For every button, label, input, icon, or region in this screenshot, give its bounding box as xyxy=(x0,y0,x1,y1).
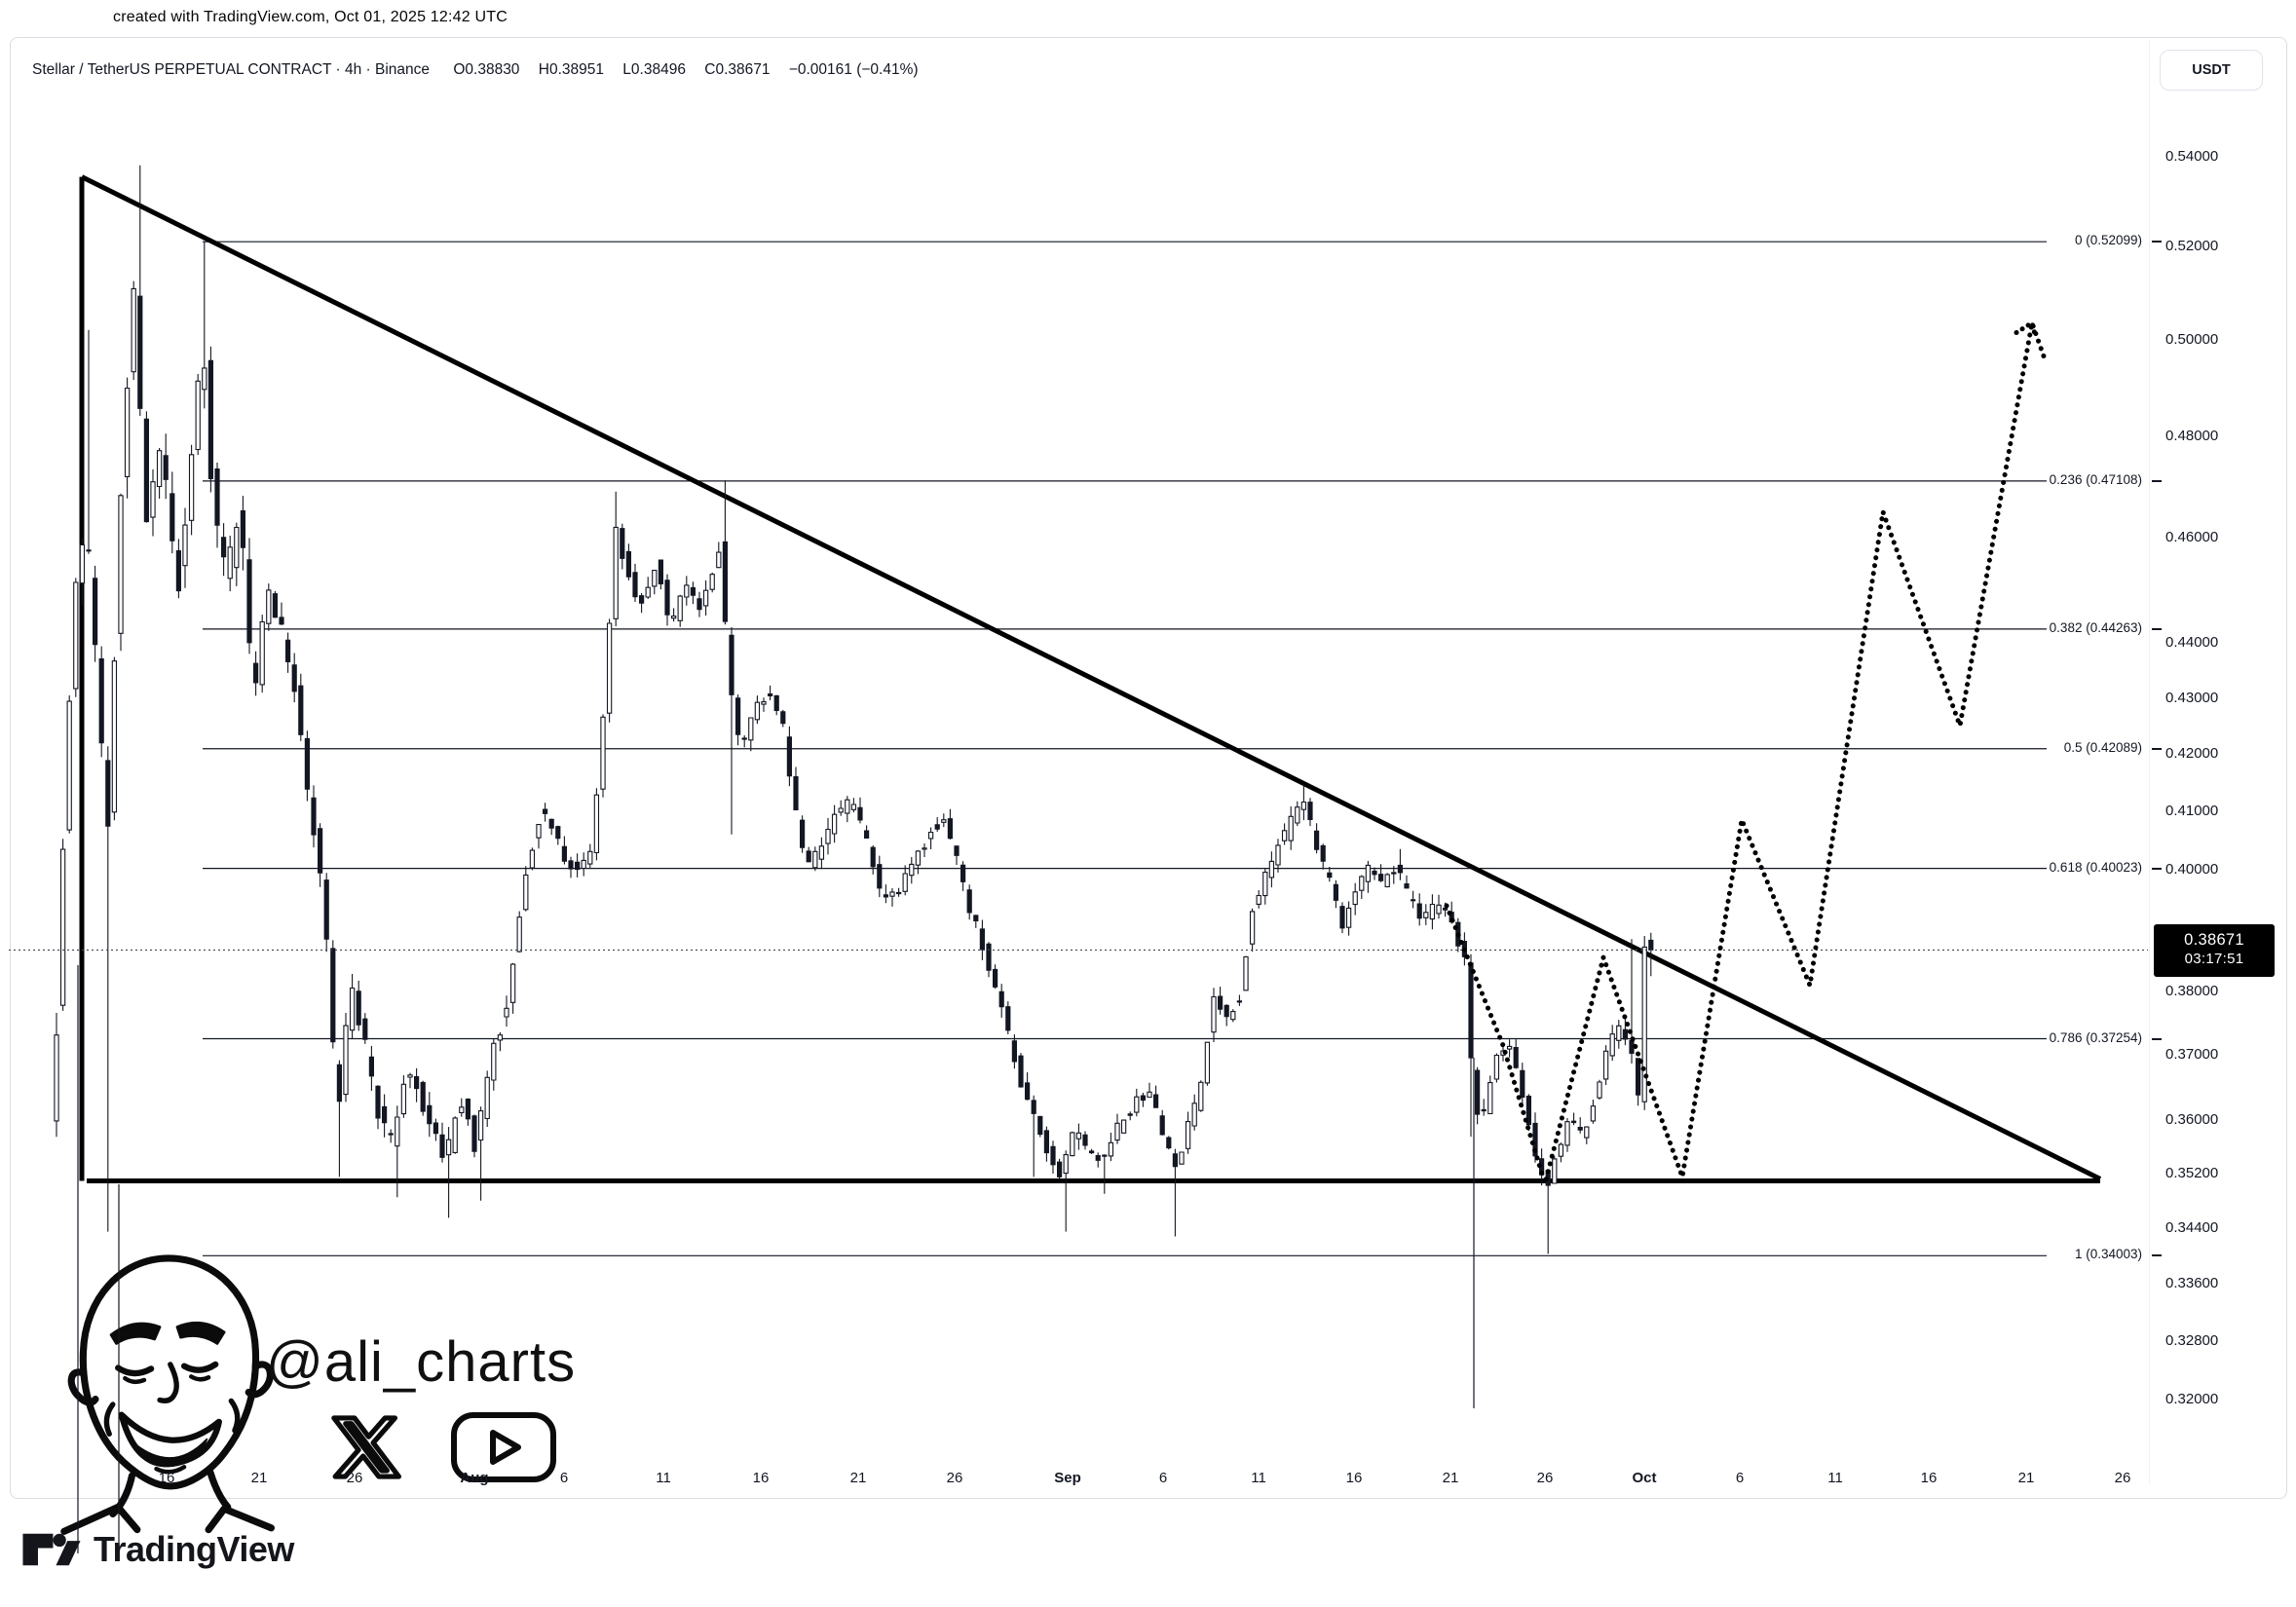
currency-usdt-button[interactable]: USDT xyxy=(2160,50,2263,91)
time-tick-label: 21 xyxy=(1442,1470,1459,1486)
time-tick-label: 21 xyxy=(849,1470,867,1486)
price-tick-label: 0.48000 xyxy=(2165,428,2219,445)
ohlc-change: −0.00161 (−0.41%) xyxy=(788,61,919,78)
price-tick-label: 0.36000 xyxy=(2165,1111,2219,1129)
symbol-title: Stellar / TetherUS PERPETUAL CONTRACT · … xyxy=(32,61,431,78)
tradingview-logo[interactable]: TradingView xyxy=(21,1529,294,1570)
time-tick-label: 11 xyxy=(1251,1470,1266,1486)
fib-level-label: 0.618 (0.40023) xyxy=(2049,859,2142,875)
time-tick-label: 16 xyxy=(1920,1470,1938,1486)
price-tick-label: 0.42000 xyxy=(2165,744,2219,762)
time-tick-label: 21 xyxy=(2017,1470,2035,1486)
time-tick-label: 11 xyxy=(1827,1470,1843,1486)
youtube-icon xyxy=(451,1412,556,1482)
fib-axis-tick xyxy=(2152,1254,2162,1257)
time-tick-label: 16 xyxy=(752,1470,770,1486)
tradingview-mark-icon xyxy=(22,1533,81,1566)
price-tick-label: 0.32800 xyxy=(2165,1332,2219,1350)
x-logo-icon xyxy=(331,1415,402,1479)
ohlc-close: C0.38671 xyxy=(704,61,771,78)
time-tick-label: 16 xyxy=(1345,1470,1363,1486)
fib-level-label: 0.786 (0.37254) xyxy=(2049,1029,2142,1045)
time-tick-label: 26 xyxy=(946,1470,963,1486)
fib-level-label: 0 (0.52099) xyxy=(2074,233,2142,248)
time-tick-label: Sep xyxy=(1054,1470,1081,1486)
price-tick-label: 0.41000 xyxy=(2165,802,2219,819)
fib-axis-tick xyxy=(2152,747,2162,750)
chart-header: Stellar / TetherUS PERPETUAL CONTRACT · … xyxy=(32,61,933,79)
price-tick-label: 0.35200 xyxy=(2165,1164,2219,1181)
fib-axis-tick xyxy=(2152,627,2162,630)
chart-widget: Stellar / TetherUS PERPETUAL CONTRACT · … xyxy=(9,37,2287,1559)
time-tick-label: 6 xyxy=(1158,1470,1168,1486)
fib-level-label: 0.5 (0.42089) xyxy=(2063,739,2142,755)
time-tick-label: Aug xyxy=(460,1470,489,1486)
created-with-note: created with TradingView.com, Oct 01, 20… xyxy=(113,9,508,25)
tradingview-brand-text: TradingView xyxy=(94,1529,294,1569)
price-tick-label: 0.33600 xyxy=(2165,1275,2219,1292)
price-tick-label: 0.44000 xyxy=(2165,634,2219,652)
bar-countdown: 03:17:51 xyxy=(2184,951,2244,967)
fib-axis-tick xyxy=(2152,479,2162,482)
price-axis-separator xyxy=(2149,40,2150,1484)
ohlc-low: L0.38496 xyxy=(622,61,686,78)
fib-level-label: 1 (0.34003) xyxy=(2074,1247,2142,1262)
price-tick-label: 0.32000 xyxy=(2165,1391,2219,1408)
time-tick-label: 26 xyxy=(2114,1470,2131,1486)
fib-axis-tick xyxy=(2152,867,2162,870)
time-tick-label: 21 xyxy=(250,1470,268,1486)
price-tick-label: 0.43000 xyxy=(2165,689,2219,706)
ali-face-watermark xyxy=(60,1254,275,1535)
price-tick-label: 0.54000 xyxy=(2165,147,2219,165)
fib-level-label: 0.236 (0.47108) xyxy=(2049,471,2142,487)
watermark: @ali_charts xyxy=(266,1329,576,1484)
chart-plot-area[interactable]: 0.54000 0.52000 0.50000 0.48000 0.46000 0.440… xyxy=(9,38,2286,1559)
time-tick-label: 6 xyxy=(559,1470,569,1486)
price-tick-label: 0.40000 xyxy=(2165,861,2219,878)
price-tick-label: 0.50000 xyxy=(2165,330,2219,348)
price-tick-label: 0.38000 xyxy=(2165,983,2219,1000)
price-tick-label: 0.34400 xyxy=(2165,1219,2219,1236)
time-tick-label: 26 xyxy=(1536,1470,1554,1486)
ohlc-high: H0.38951 xyxy=(538,61,604,78)
fib-level-label: 0.382 (0.44263) xyxy=(2049,619,2142,635)
price-tick-label: 0.37000 xyxy=(2165,1046,2219,1064)
time-tick-label: Oct xyxy=(1632,1470,1657,1486)
last-price-value: 0.38671 xyxy=(2184,931,2244,949)
watermark-handle: @ali_charts xyxy=(266,1330,577,1394)
fib-axis-tick xyxy=(2152,1037,2162,1040)
fib-axis-tick xyxy=(2152,241,2162,243)
time-tick-label: 16 xyxy=(158,1470,175,1486)
price-tick-label: 0.52000 xyxy=(2165,237,2219,254)
time-tick-label: 11 xyxy=(656,1470,671,1486)
price-tick-label: 0.46000 xyxy=(2165,528,2219,545)
time-tick-label: 26 xyxy=(346,1470,363,1486)
last-price-badge: 0.38671 03:17:51 xyxy=(2154,924,2275,977)
time-tick-label: 6 xyxy=(1735,1470,1745,1486)
ohlc-open: O0.38830 xyxy=(453,61,520,78)
